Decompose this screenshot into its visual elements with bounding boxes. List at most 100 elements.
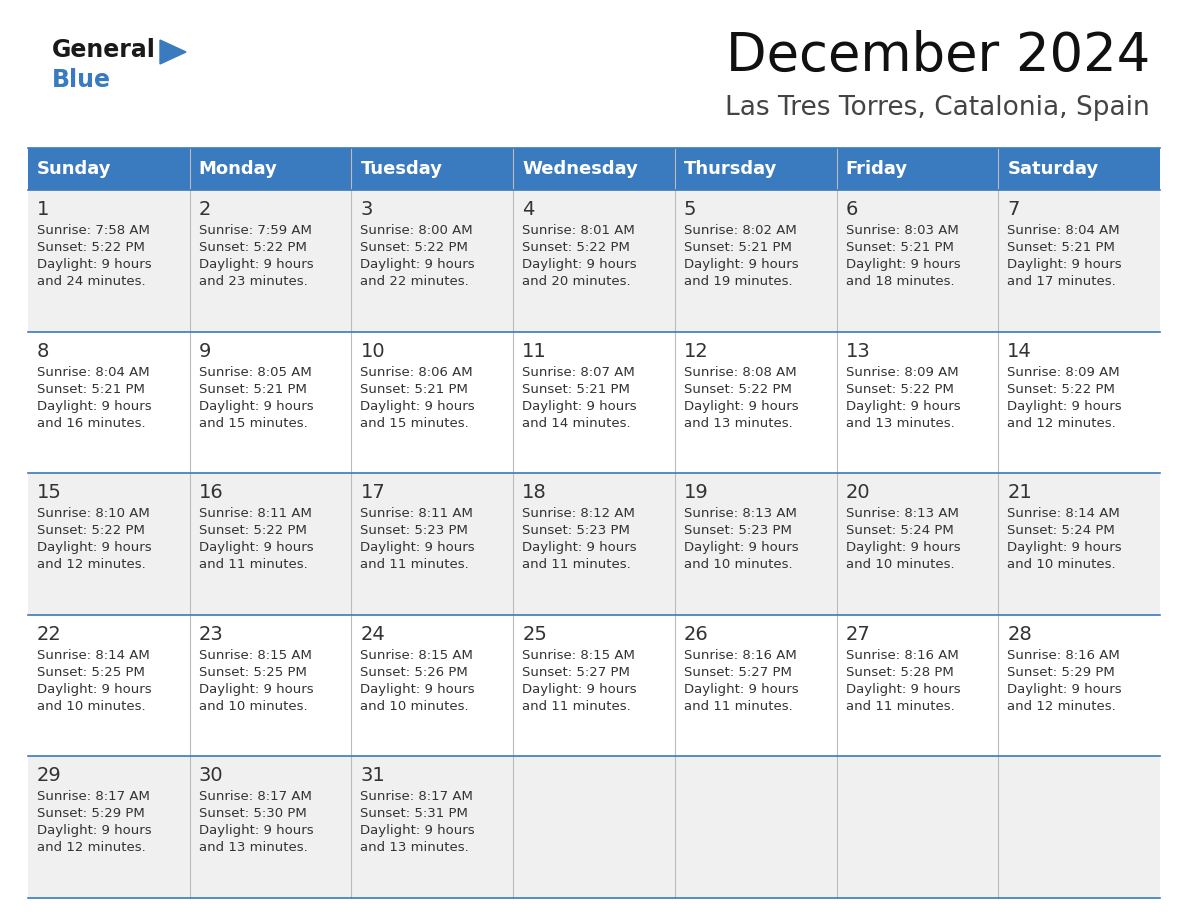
Text: Daylight: 9 hours: Daylight: 9 hours [523,258,637,271]
Text: and 23 minutes.: and 23 minutes. [198,275,308,288]
Text: and 11 minutes.: and 11 minutes. [523,558,631,571]
Text: Wednesday: Wednesday [523,160,638,178]
Text: Sunset: 5:25 PM: Sunset: 5:25 PM [198,666,307,678]
Text: Sunrise: 8:11 AM: Sunrise: 8:11 AM [198,508,311,521]
Text: 29: 29 [37,767,62,786]
Text: Sunrise: 8:17 AM: Sunrise: 8:17 AM [37,790,150,803]
Text: Daylight: 9 hours: Daylight: 9 hours [198,824,314,837]
Text: Daylight: 9 hours: Daylight: 9 hours [1007,399,1121,412]
Text: 27: 27 [846,625,871,644]
Text: Daylight: 9 hours: Daylight: 9 hours [37,542,152,554]
Text: and 13 minutes.: and 13 minutes. [846,417,954,430]
Text: and 10 minutes.: and 10 minutes. [1007,558,1116,571]
Text: Sunrise: 8:17 AM: Sunrise: 8:17 AM [198,790,311,803]
Text: 10: 10 [360,341,385,361]
Text: Sunset: 5:22 PM: Sunset: 5:22 PM [523,241,630,254]
Text: 16: 16 [198,483,223,502]
Text: Sunset: 5:23 PM: Sunset: 5:23 PM [684,524,791,537]
Bar [29,331,1159,473]
Text: Sunrise: 8:14 AM: Sunrise: 8:14 AM [37,649,150,662]
Text: Sunrise: 8:02 AM: Sunrise: 8:02 AM [684,224,797,237]
Text: Sunset: 5:21 PM: Sunset: 5:21 PM [198,383,307,396]
Text: Sunrise: 7:59 AM: Sunrise: 7:59 AM [198,224,311,237]
Text: Daylight: 9 hours: Daylight: 9 hours [360,399,475,412]
Text: 17: 17 [360,483,385,502]
Text: 12: 12 [684,341,708,361]
Text: and 11 minutes.: and 11 minutes. [198,558,308,571]
Text: Sunrise: 8:04 AM: Sunrise: 8:04 AM [37,365,150,378]
Text: Daylight: 9 hours: Daylight: 9 hours [198,542,314,554]
Text: Sunrise: 8:03 AM: Sunrise: 8:03 AM [846,224,959,237]
Text: Sunset: 5:29 PM: Sunset: 5:29 PM [37,808,145,821]
Text: 19: 19 [684,483,708,502]
Text: Sunrise: 8:09 AM: Sunrise: 8:09 AM [846,365,959,378]
Text: Sunset: 5:23 PM: Sunset: 5:23 PM [523,524,630,537]
Text: and 10 minutes.: and 10 minutes. [360,700,469,712]
Text: Sunset: 5:30 PM: Sunset: 5:30 PM [198,808,307,821]
Text: Daylight: 9 hours: Daylight: 9 hours [37,258,152,271]
Text: Friday: Friday [846,160,908,178]
Text: Sunrise: 8:15 AM: Sunrise: 8:15 AM [198,649,311,662]
Text: Sunrise: 8:16 AM: Sunrise: 8:16 AM [684,649,797,662]
Text: and 11 minutes.: and 11 minutes. [523,700,631,712]
Text: 13: 13 [846,341,871,361]
Text: 28: 28 [1007,625,1032,644]
Text: Saturday: Saturday [1007,160,1099,178]
Text: 15: 15 [37,483,62,502]
Text: 5: 5 [684,200,696,219]
Text: and 10 minutes.: and 10 minutes. [684,558,792,571]
Text: Sunset: 5:22 PM: Sunset: 5:22 PM [198,241,307,254]
Text: Sunrise: 8:14 AM: Sunrise: 8:14 AM [1007,508,1120,521]
Bar [29,473,1159,615]
Text: Sunset: 5:22 PM: Sunset: 5:22 PM [684,383,791,396]
Text: 20: 20 [846,483,870,502]
Text: Daylight: 9 hours: Daylight: 9 hours [846,258,960,271]
Text: Daylight: 9 hours: Daylight: 9 hours [684,258,798,271]
Text: 2: 2 [198,200,211,219]
Text: Sunrise: 8:11 AM: Sunrise: 8:11 AM [360,508,473,521]
Text: 4: 4 [523,200,535,219]
Text: Sunset: 5:22 PM: Sunset: 5:22 PM [198,524,307,537]
Text: 23: 23 [198,625,223,644]
Text: Daylight: 9 hours: Daylight: 9 hours [684,542,798,554]
Text: 7: 7 [1007,200,1019,219]
Text: and 12 minutes.: and 12 minutes. [1007,417,1116,430]
Text: Daylight: 9 hours: Daylight: 9 hours [523,542,637,554]
Text: Daylight: 9 hours: Daylight: 9 hours [198,258,314,271]
Text: and 13 minutes.: and 13 minutes. [360,842,469,855]
Text: 6: 6 [846,200,858,219]
Text: Sunset: 5:23 PM: Sunset: 5:23 PM [360,524,468,537]
Text: and 19 minutes.: and 19 minutes. [684,275,792,288]
Text: Daylight: 9 hours: Daylight: 9 hours [37,399,152,412]
Text: Sunset: 5:24 PM: Sunset: 5:24 PM [1007,524,1116,537]
Text: Sunrise: 7:58 AM: Sunrise: 7:58 AM [37,224,150,237]
Text: Daylight: 9 hours: Daylight: 9 hours [360,542,475,554]
Text: Sunset: 5:28 PM: Sunset: 5:28 PM [846,666,953,678]
Text: Sunset: 5:27 PM: Sunset: 5:27 PM [523,666,630,678]
Text: Sunset: 5:22 PM: Sunset: 5:22 PM [360,241,468,254]
Text: Daylight: 9 hours: Daylight: 9 hours [846,542,960,554]
Text: and 15 minutes.: and 15 minutes. [198,417,308,430]
Text: and 12 minutes.: and 12 minutes. [37,558,146,571]
Text: Monday: Monday [198,160,278,178]
Text: Sunset: 5:21 PM: Sunset: 5:21 PM [360,383,468,396]
Text: Sunset: 5:26 PM: Sunset: 5:26 PM [360,666,468,678]
Text: 8: 8 [37,341,50,361]
Text: Sunrise: 8:15 AM: Sunrise: 8:15 AM [523,649,636,662]
Text: Daylight: 9 hours: Daylight: 9 hours [684,683,798,696]
Text: 1: 1 [37,200,50,219]
Text: 24: 24 [360,625,385,644]
Text: Blue: Blue [52,68,110,92]
Text: Sunrise: 8:13 AM: Sunrise: 8:13 AM [684,508,797,521]
Text: Daylight: 9 hours: Daylight: 9 hours [198,399,314,412]
Text: Sunrise: 8:16 AM: Sunrise: 8:16 AM [1007,649,1120,662]
Text: and 22 minutes.: and 22 minutes. [360,275,469,288]
Text: Daylight: 9 hours: Daylight: 9 hours [360,824,475,837]
Text: Daylight: 9 hours: Daylight: 9 hours [37,824,152,837]
Text: Daylight: 9 hours: Daylight: 9 hours [1007,542,1121,554]
Text: and 16 minutes.: and 16 minutes. [37,417,146,430]
Text: Sunset: 5:21 PM: Sunset: 5:21 PM [684,241,791,254]
Text: Sunrise: 8:17 AM: Sunrise: 8:17 AM [360,790,473,803]
Text: and 13 minutes.: and 13 minutes. [198,842,308,855]
Text: Sunset: 5:22 PM: Sunset: 5:22 PM [37,524,145,537]
